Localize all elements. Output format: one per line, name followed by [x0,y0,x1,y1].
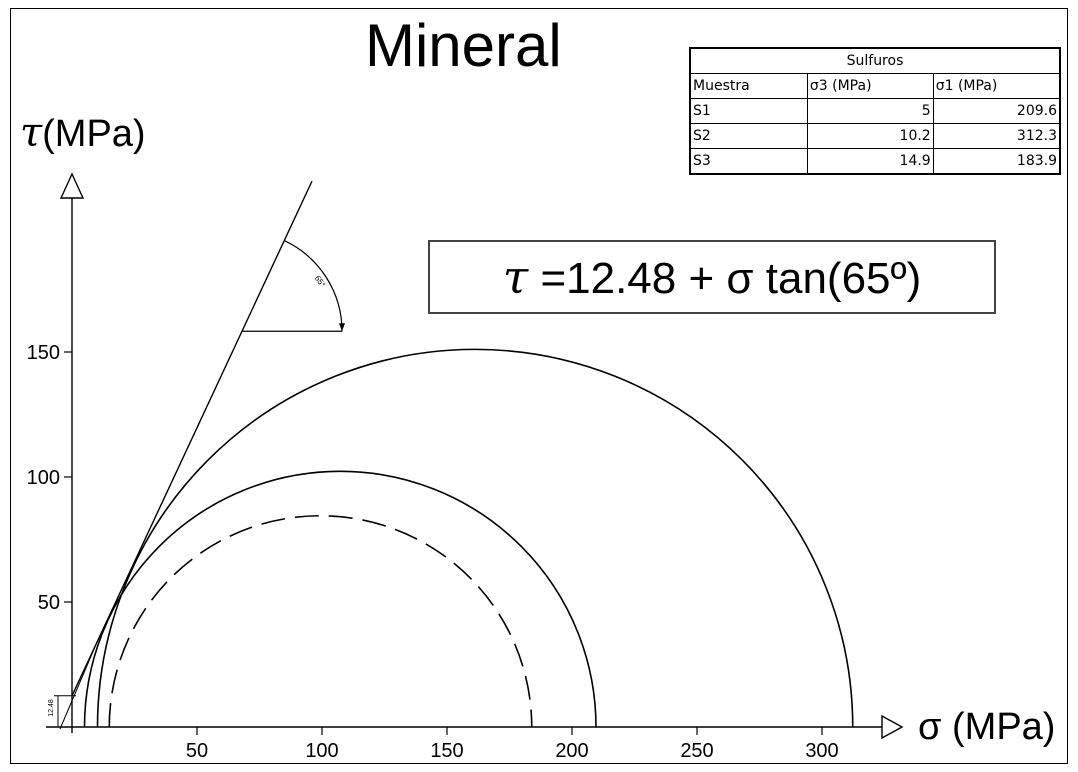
y-axis-label: τ(MPa) [20,108,146,159]
y-tick-label: 100 [27,467,60,489]
table-row: S3 14.9 183.9 [689,148,1061,175]
envelope-equation: τ =12.48 + σ tan(65º) [428,240,996,314]
ticks: 50 100 150 200 250 300 50 100 150 [27,342,839,762]
tau-symbol: τ [20,110,43,156]
y-tick-label: 50 [38,592,60,614]
envelope-extension [59,641,98,730]
table-caption-row: Sulfuros [689,47,1061,74]
x-tick-label: 150 [430,740,463,762]
header-sigma3: σ3 (MPa) [806,73,934,99]
axes [46,172,904,740]
mohr-circle-s2 [96,348,854,728]
x-tick-label: 50 [186,740,208,762]
cell-sigma1: 183.9 [932,148,1061,175]
chart-title: Mineral [365,12,562,79]
equation-tau-symbol: τ [502,250,529,304]
header-sample: Muestra [689,73,808,99]
x-axis-arrow [881,714,904,740]
failure-envelope [59,180,313,730]
x-axis-label: σ (MPa) [918,706,1056,748]
cell-sigma3: 14.9 [806,148,934,175]
cohesion-label: 12.48 [48,699,55,717]
annotations: 65°12.48 [48,240,345,727]
table-caption: Sulfuros [689,47,1061,74]
x-tick-label: 300 [805,740,838,762]
y-tick-label: 150 [27,342,60,364]
y-axis-units: (MPa) [42,113,146,155]
angle-arc [284,240,343,332]
x-tick-label: 100 [305,740,338,762]
mohr-circle-s3 [108,515,533,728]
envelope-line [71,180,313,697]
samples-table: Sulfuros Muestra σ3 (MPa) σ1 (MPa) S1 5 … [689,47,1061,175]
cell-sample: S1 [689,98,808,124]
cell-sample: S3 [689,148,808,175]
cell-sigma1: 312.3 [932,123,1061,149]
equation-text: =12.48 + σ tan(65º) [540,254,922,303]
table-row: S1 5 209.6 [689,98,1061,124]
y-axis-arrow [59,172,85,199]
cell-sigma3: 5 [806,98,934,124]
cell-sigma3: 10.2 [806,123,934,149]
angle-arrow-icon [339,323,345,332]
x-tick-label: 200 [555,740,588,762]
table-row: S2 10.2 312.3 [689,123,1061,149]
cell-sigma1: 209.6 [932,98,1061,124]
x-tick-label: 250 [680,740,713,762]
table-header-row: Muestra σ3 (MPa) σ1 (MPa) [689,73,1061,99]
mohr-circles [83,348,854,728]
cell-sample: S2 [689,123,808,149]
header-sigma1: σ1 (MPa) [932,73,1061,99]
mohr-circle-s1 [83,470,597,728]
